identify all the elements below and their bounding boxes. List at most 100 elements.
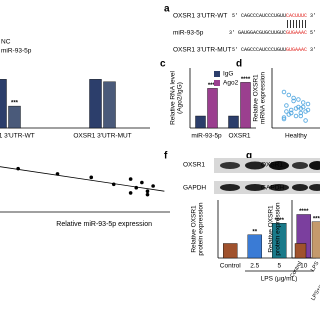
sequence: 5' CAGCCCAUCCCUGUUCACUUUC 3': [232, 13, 316, 19]
blot-label: OXSR1: [261, 162, 283, 169]
significance: ****: [241, 77, 251, 83]
point: [298, 113, 304, 119]
panel-label: f: [164, 151, 168, 162]
bar: [294, 243, 307, 259]
bar: [207, 88, 218, 129]
x-tick-label: OXSR1 3'UTR-MUT: [73, 133, 131, 140]
x-axis-label: LPS (μg/mL): [261, 276, 298, 283]
point: [293, 113, 299, 119]
point: [284, 109, 289, 114]
point: [145, 192, 150, 197]
y-axis-label: Relative OXSR1: [191, 205, 198, 253]
legend-label: Ago2: [223, 80, 239, 87]
y-axis-label: Relative OXSR1: [268, 205, 275, 253]
legend-label: NC: [1, 39, 11, 46]
x-tick-label: LPS: [310, 260, 320, 272]
bar: [272, 222, 287, 259]
point: [288, 107, 294, 113]
bar: [247, 234, 262, 259]
legend-label: IgG: [223, 71, 233, 78]
x-axis-label: Relative miR-93-5p expression: [56, 221, 152, 228]
point: [111, 182, 116, 187]
significance: ****: [275, 218, 285, 224]
x-tick-label: 10: [300, 263, 308, 270]
significance: **: [252, 229, 257, 235]
bar: [195, 115, 206, 129]
bar: [228, 115, 239, 129]
sequence-part: CACUUUC: [286, 13, 307, 19]
y-axis-label: Relative RNA level: [170, 71, 177, 125]
point: [298, 106, 304, 111]
bar: [240, 82, 251, 129]
point: [298, 110, 304, 116]
point: [288, 110, 294, 116]
point: [284, 103, 289, 108]
sequence-part: 5': [307, 30, 316, 36]
point: [303, 109, 308, 114]
point: [281, 89, 287, 95]
y-axis-label: protein expression: [275, 202, 282, 255]
sequence: 5' CAGCCCAUCCCUGUUGUGAAAC 3': [232, 47, 316, 53]
sequence-name: miR-93-5p: [173, 30, 204, 37]
sequence-part: 3': [307, 47, 316, 53]
point: [89, 175, 94, 180]
panel-label: g: [246, 151, 252, 162]
blot-label: GAPDH: [183, 185, 206, 192]
point: [55, 172, 60, 176]
bar: [223, 243, 238, 259]
x-tick-label: Healthy: [285, 133, 308, 140]
panel-label: a: [164, 4, 170, 15]
sequence: 3' GAUGGACGUGCUUGUCGUGAAAC 5': [229, 30, 316, 36]
sequence-part: 5' CAGCCCAUCCCUGUU: [232, 47, 286, 53]
legend-swatch: [214, 80, 220, 86]
point: [16, 166, 20, 171]
bar: [8, 105, 21, 129]
point: [145, 189, 150, 193]
y-axis-label: Relative OXSR1: [253, 74, 260, 122]
sequence-part: 5' CAGCCCAUCCCUGUU: [232, 13, 286, 19]
sequence-part: GUGAAAC: [286, 47, 307, 53]
x-tick-label: Control: [220, 263, 242, 270]
bar: [103, 81, 116, 129]
trend-line: [0, 166, 165, 192]
x-tick-label: OXSR1 3'UTR-WT: [0, 133, 35, 140]
point: [151, 184, 155, 188]
point: [134, 185, 139, 190]
point: [281, 115, 287, 120]
panel-label: c: [160, 59, 166, 70]
sequence-name: OXSR1 3'UTR-MUT: [173, 47, 231, 54]
x-tick-label: miR-93-5p: [191, 133, 222, 140]
point: [291, 98, 296, 104]
blot-label: OXSR1: [183, 162, 205, 169]
point: [305, 101, 311, 107]
x-tick-label: OXSR1: [228, 133, 250, 140]
point: [128, 191, 133, 195]
x-tick-label: 2.5: [250, 263, 259, 270]
point: [128, 177, 133, 181]
sequence-part: GUGAAAC: [286, 30, 307, 36]
bar: [0, 79, 7, 129]
sequence-part: 3' GAUGGACGUGCUUGUC: [229, 30, 286, 36]
significance: ****: [299, 209, 309, 215]
legend-label: miR-93-5p: [1, 48, 32, 55]
point: [303, 118, 308, 123]
point: [296, 97, 301, 102]
panel-label: d: [236, 59, 242, 70]
y-axis-label: mRNA expression: [260, 72, 267, 124]
point: [293, 106, 299, 111]
bar: [89, 79, 102, 129]
legend-swatch: [214, 71, 220, 77]
point: [291, 95, 296, 101]
point: [140, 180, 144, 185]
point: [286, 92, 292, 98]
significance: ****: [208, 83, 218, 89]
point: [300, 100, 306, 105]
x-tick-label: 5: [277, 263, 281, 270]
blot-label: GAPDH: [261, 185, 284, 192]
significance: ****: [313, 216, 320, 222]
sequence-part: 3': [307, 13, 316, 19]
blot-g: [290, 158, 320, 194]
bar: [311, 221, 320, 259]
sequence-name: OXSR1 3'UTR-WT: [173, 13, 227, 20]
